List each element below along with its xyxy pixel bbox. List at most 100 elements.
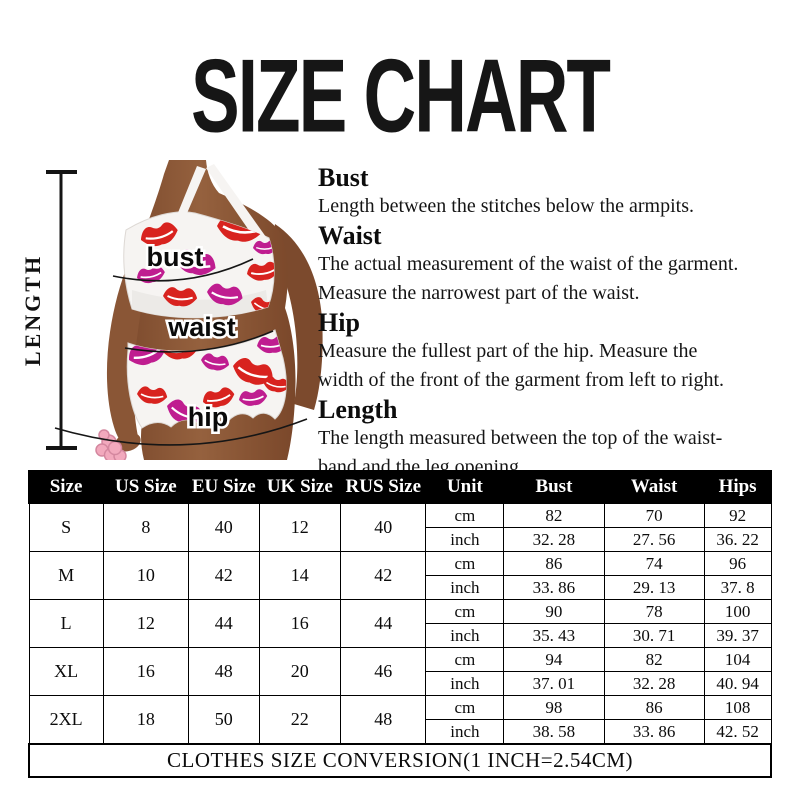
cell-hips: 100 bbox=[703, 599, 772, 624]
cell-size: M bbox=[28, 551, 104, 600]
cell-hips: 108 bbox=[703, 695, 772, 720]
cell-eu: 50 bbox=[188, 695, 260, 745]
cell-waist: 86 bbox=[603, 695, 705, 720]
cell-rus: 46 bbox=[340, 647, 427, 696]
cell-unit: inch bbox=[425, 719, 505, 745]
cell-us: 12 bbox=[102, 599, 190, 648]
cell-bust: 82 bbox=[503, 502, 605, 528]
table-header-row: Size US Size EU Size UK Size RUS Size Un… bbox=[27, 470, 772, 504]
table-row-l-cm: L 12 44 16 44 cm 90 78 100 bbox=[28, 599, 772, 648]
cell-bust: 33. 86 bbox=[503, 575, 605, 600]
cell-hips: 39. 37 bbox=[703, 623, 772, 648]
cell-us: 16 bbox=[102, 647, 190, 696]
table-row-s-inch: inch 32. 28 27. 56 36. 22 bbox=[29, 527, 772, 552]
cell-hips: 104 bbox=[703, 647, 772, 672]
cell-eu: 40 bbox=[188, 502, 260, 552]
cell-eu: 48 bbox=[188, 647, 260, 696]
cell-uk: 22 bbox=[258, 695, 342, 745]
cami-strap-right bbox=[206, 164, 266, 242]
hip-label: hip bbox=[188, 402, 229, 432]
cell-bust: 86 bbox=[503, 551, 605, 576]
cell-unit: cm bbox=[425, 695, 505, 720]
header-unit: Unit bbox=[424, 470, 505, 504]
header-uk-size: UK Size bbox=[258, 470, 342, 504]
cami-strap-left bbox=[175, 166, 206, 220]
cell-us: 18 bbox=[102, 695, 190, 745]
cell-unit: cm bbox=[425, 502, 505, 528]
table-row-s-cm: S 8 40 12 40 cm 82 70 92 bbox=[28, 502, 772, 552]
cell-us: 10 bbox=[102, 551, 190, 600]
cell-hips: 92 bbox=[703, 502, 772, 528]
table-footer-note: CLOTHES SIZE CONVERSION(1 INCH=2.54CM) bbox=[28, 743, 772, 778]
table-row-2xl-cm: 2XL 18 50 22 48 cm 98 86 108 bbox=[28, 695, 772, 745]
cell-waist: 32. 28 bbox=[603, 671, 705, 696]
header-size: Size bbox=[27, 470, 105, 504]
definition-line: width of the front of the garment from l… bbox=[318, 369, 725, 391]
size-chart-table: Size US Size EU Size UK Size RUS Size Un… bbox=[27, 470, 772, 778]
cell-size: 2XL bbox=[28, 695, 104, 745]
table-footer-row: CLOTHES SIZE CONVERSION(1 INCH=2.54CM) bbox=[28, 743, 772, 778]
cell-waist: 30. 71 bbox=[603, 623, 705, 648]
definition-line: Measure the narrowest part of the waist. bbox=[318, 282, 640, 304]
header-waist: Waist bbox=[602, 470, 706, 504]
cell-bust: 38. 58 bbox=[503, 719, 605, 745]
length-measure-bracket bbox=[46, 170, 77, 450]
cell-bust: 32. 28 bbox=[503, 527, 605, 552]
table-row-l-inch: inch 35. 43 30. 71 39. 37 bbox=[29, 623, 772, 648]
definition-line: Measure the fullest part of the hip. Mea… bbox=[318, 340, 698, 362]
cell-unit: inch bbox=[425, 575, 505, 600]
cell-waist: 70 bbox=[603, 502, 705, 528]
length-label: LENGTH bbox=[25, 254, 45, 366]
cell-hips: 36. 22 bbox=[703, 527, 772, 552]
definition-term-bust: Bust bbox=[318, 163, 369, 192]
cell-rus: 48 bbox=[340, 695, 427, 745]
cell-waist: 27. 56 bbox=[603, 527, 705, 552]
definition-term-length: Length bbox=[318, 395, 398, 424]
cell-hips: 37. 8 bbox=[703, 575, 772, 600]
definition-line: The actual measurement of the waist of t… bbox=[318, 253, 739, 275]
cell-bust: 94 bbox=[503, 647, 605, 672]
header-bust: Bust bbox=[502, 470, 606, 504]
cell-unit: inch bbox=[425, 671, 505, 696]
cell-rus: 42 bbox=[340, 551, 427, 600]
cell-size: XL bbox=[28, 647, 104, 696]
cell-waist: 33. 86 bbox=[603, 719, 705, 745]
cell-bust: 98 bbox=[503, 695, 605, 720]
cell-hips: 42. 52 bbox=[703, 719, 772, 745]
cell-rus: 44 bbox=[340, 599, 427, 648]
definition-line: Length between the stitches below the ar… bbox=[318, 195, 695, 217]
header-hips: Hips bbox=[703, 470, 772, 504]
model-figure: bust waist hip bbox=[54, 160, 323, 460]
cell-unit: cm bbox=[425, 599, 505, 624]
table-row-xl-cm: XL 16 48 20 46 cm 94 82 104 bbox=[28, 647, 772, 696]
table-row-m-cm: M 10 42 14 42 cm 86 74 96 bbox=[28, 551, 772, 600]
cell-hips: 40. 94 bbox=[703, 671, 772, 696]
definition-term-hip: Hip bbox=[318, 308, 360, 337]
cell-bust: 90 bbox=[503, 599, 605, 624]
measurement-definitions: Bust Length between the stitches below t… bbox=[318, 163, 788, 482]
cell-waist: 78 bbox=[603, 599, 705, 624]
cell-rus: 40 bbox=[340, 502, 427, 552]
cell-uk: 14 bbox=[258, 551, 342, 600]
cell-size: S bbox=[28, 502, 104, 552]
cell-waist: 82 bbox=[603, 647, 705, 672]
cell-uk: 20 bbox=[258, 647, 342, 696]
cell-uk: 12 bbox=[258, 502, 342, 552]
bust-label: bust bbox=[147, 242, 204, 272]
cell-eu: 44 bbox=[188, 599, 260, 648]
page-title: SIZE CHART bbox=[191, 39, 611, 155]
header-rus-size: RUS Size bbox=[339, 470, 427, 504]
cell-unit: cm bbox=[425, 551, 505, 576]
header-us-size: US Size bbox=[102, 470, 190, 504]
waist-label: waist bbox=[167, 312, 236, 342]
table-row-xl-inch: inch 37. 01 32. 28 40. 94 bbox=[29, 671, 772, 696]
model-illustration: LENGTH bbox=[25, 160, 323, 460]
header-eu-size: EU Size bbox=[187, 470, 261, 504]
cell-size: L bbox=[28, 599, 104, 648]
cell-eu: 42 bbox=[188, 551, 260, 600]
cell-waist: 29. 13 bbox=[603, 575, 705, 600]
cell-uk: 16 bbox=[258, 599, 342, 648]
cell-us: 8 bbox=[102, 502, 190, 552]
cami-underband bbox=[132, 290, 268, 318]
cell-bust: 35. 43 bbox=[503, 623, 605, 648]
